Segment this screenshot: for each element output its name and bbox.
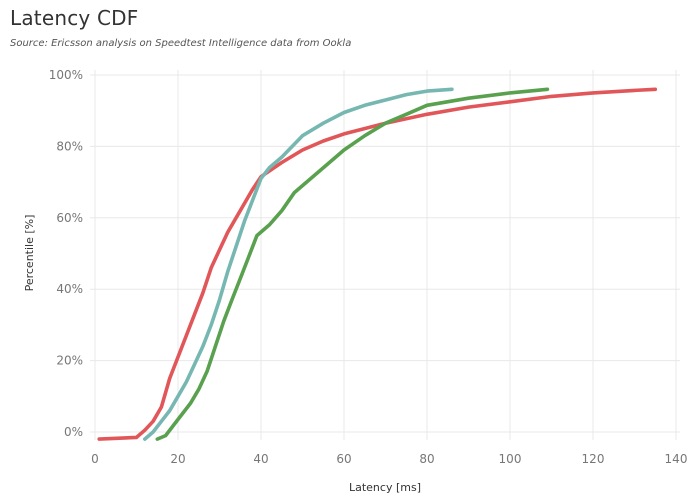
x-tick-label: 0 bbox=[91, 452, 99, 466]
y-axis-label: Percentile [%] bbox=[23, 215, 36, 292]
x-tick-label: 20 bbox=[170, 452, 185, 466]
series-line-2 bbox=[143, 87, 454, 441]
y-tick-label: 20% bbox=[56, 354, 83, 368]
grid-layer bbox=[90, 70, 680, 440]
y-tick-label: 80% bbox=[56, 139, 83, 153]
tick-layer: 0 20 40 60 80 100 120 140 0% 20% 40% 60% 80% 100% bbox=[49, 68, 688, 466]
chart-title: Latency CDF bbox=[10, 6, 139, 30]
series-line-3 bbox=[155, 87, 550, 441]
x-tick-label: 40 bbox=[253, 452, 268, 466]
x-tick-label: 80 bbox=[419, 452, 434, 466]
x-tick-label: 60 bbox=[336, 452, 351, 466]
x-tick-label: 100 bbox=[499, 452, 522, 466]
y-tick-label: 0% bbox=[64, 425, 83, 439]
series-line-1 bbox=[97, 87, 658, 441]
y-tick-label: 40% bbox=[56, 282, 83, 296]
x-tick-label: 140 bbox=[665, 452, 688, 466]
y-tick-label: 60% bbox=[56, 211, 83, 225]
series-layer bbox=[97, 87, 658, 441]
x-axis-label: Latency [ms] bbox=[349, 481, 421, 494]
chart-subtitle: Source: Ericsson analysis on Speedtest I… bbox=[10, 38, 352, 49]
x-tick-label: 120 bbox=[582, 452, 605, 466]
y-tick-label: 100% bbox=[49, 68, 83, 82]
